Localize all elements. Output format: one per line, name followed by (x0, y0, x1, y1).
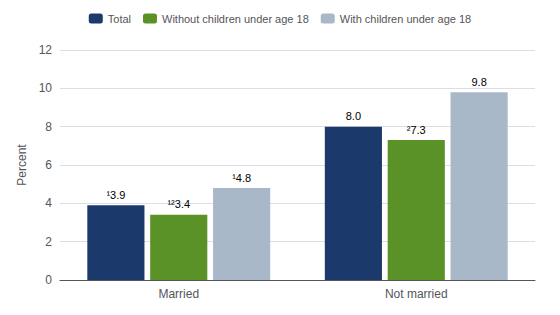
svg-text:12: 12 (39, 43, 53, 57)
svg-text:0: 0 (45, 273, 52, 287)
svg-text:Married: Married (158, 287, 199, 301)
svg-text:8: 8 (45, 120, 52, 134)
svg-text:8.0: 8.0 (346, 110, 361, 122)
svg-text:4: 4 (45, 196, 52, 210)
svg-text:2: 2 (45, 235, 52, 249)
svg-text:¹4.8: ¹4.8 (232, 172, 251, 184)
svg-text:9.8: 9.8 (471, 76, 486, 88)
svg-text:6: 6 (45, 158, 52, 172)
svg-text:Not married: Not married (385, 287, 448, 301)
svg-text:With children under age 18: With children under age 18 (340, 13, 471, 25)
svg-text:Total: Total (108, 13, 131, 25)
svg-text:10: 10 (39, 81, 53, 95)
svg-text:¹3.9: ¹3.9 (106, 189, 125, 201)
svg-text:Percent: Percent (15, 144, 29, 186)
svg-text:²7.3: ²7.3 (407, 124, 426, 136)
svg-text:Without children under age 18: Without children under age 18 (162, 13, 309, 25)
svg-text:¹²3.4: ¹²3.4 (167, 198, 190, 210)
